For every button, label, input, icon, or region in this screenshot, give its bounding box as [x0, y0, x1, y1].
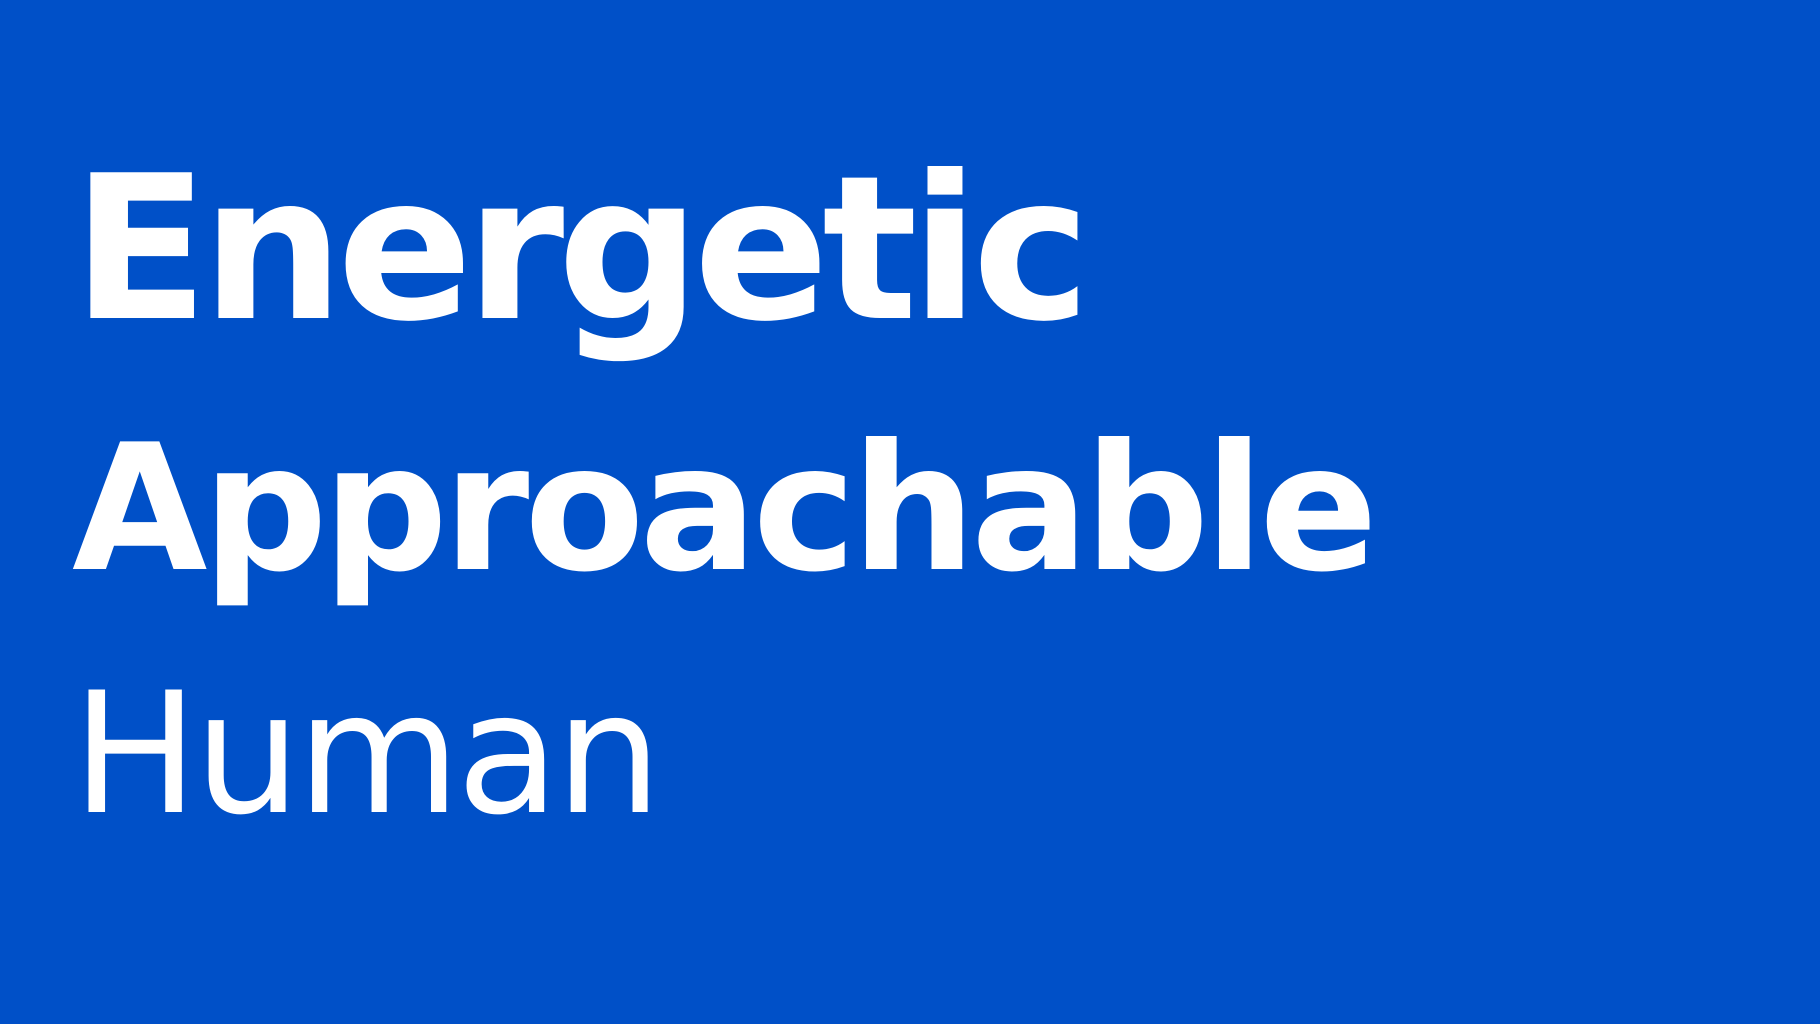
attribute-word-human: Human — [72, 656, 662, 852]
attribute-word-energetic: Energetic — [72, 133, 1091, 366]
attribute-word-approachable: Approachable — [72, 408, 1378, 611]
